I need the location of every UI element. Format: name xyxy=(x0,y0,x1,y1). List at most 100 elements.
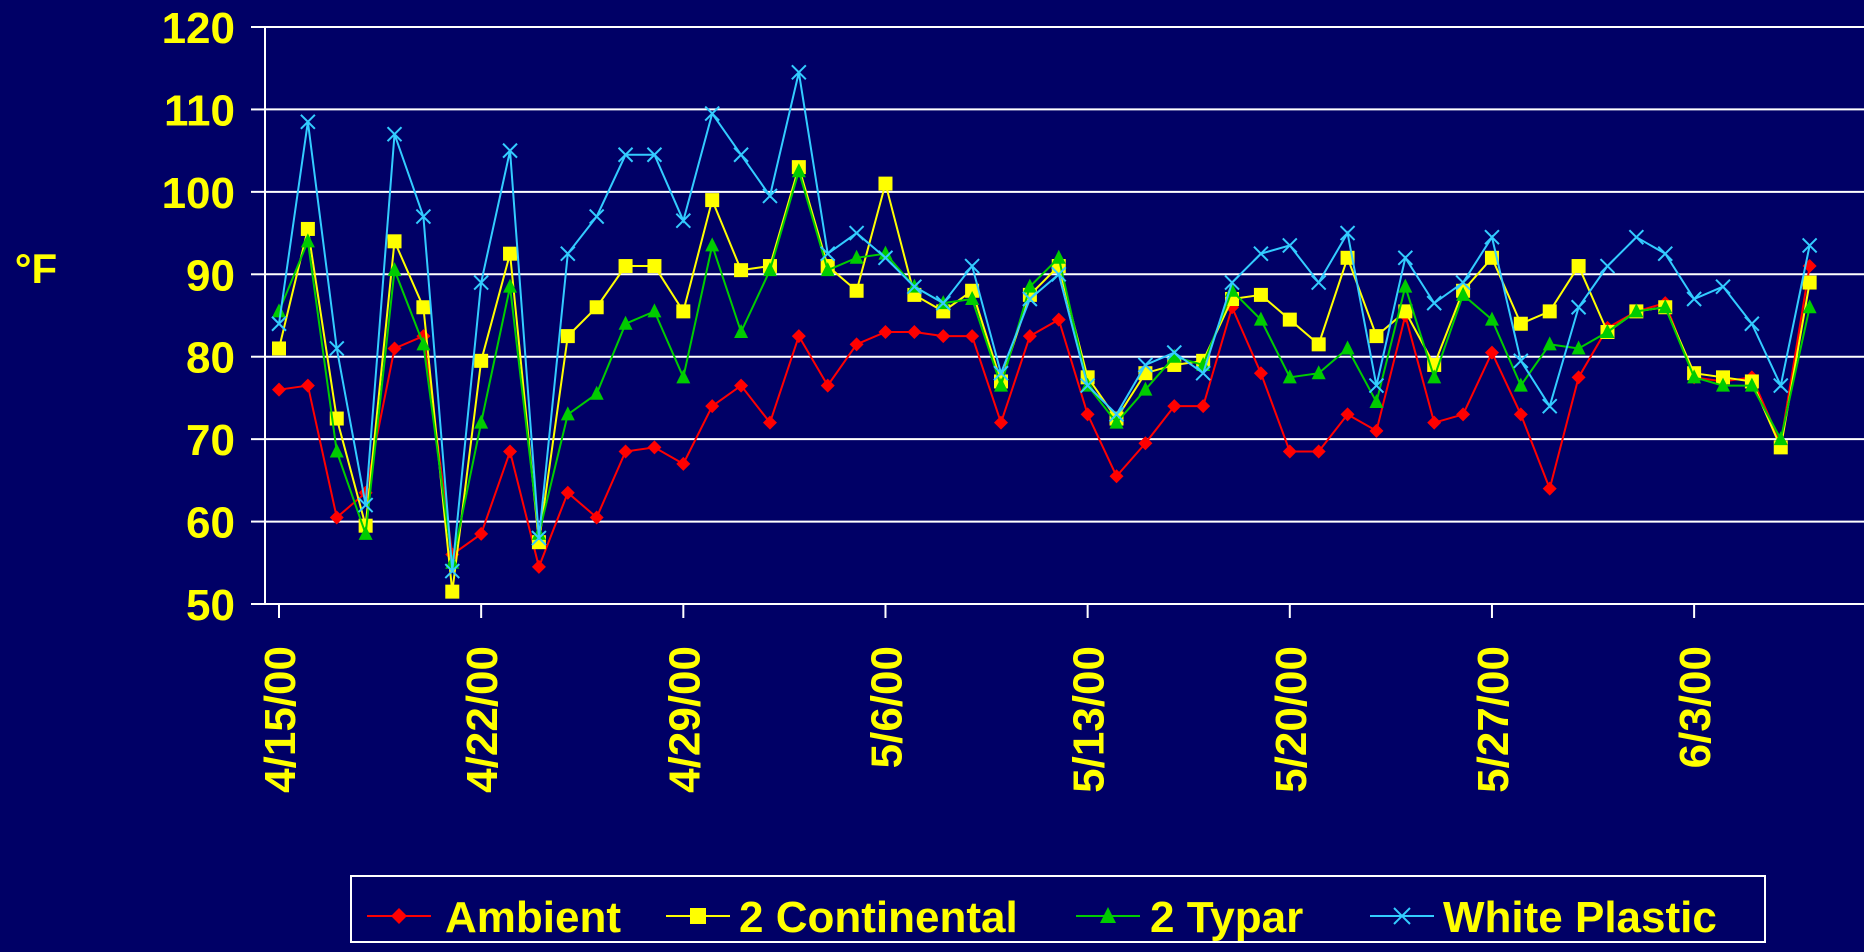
data-point-2-continental xyxy=(445,584,460,599)
y-tick-label: 100 xyxy=(162,169,235,218)
data-point-ambient xyxy=(1311,444,1326,459)
data-point-ambient xyxy=(618,444,633,459)
data-point-2-typar xyxy=(329,443,344,458)
data-point-2-typar xyxy=(358,525,373,540)
data-point-white-plastic xyxy=(993,365,1009,381)
data-point-white-plastic xyxy=(1513,353,1529,369)
data-point-ambient xyxy=(1427,415,1442,430)
data-point-white-plastic xyxy=(762,188,778,204)
data-point-ambient xyxy=(1571,370,1586,385)
data-point-2-typar xyxy=(1167,348,1182,363)
data-point-2-continental xyxy=(589,300,604,315)
data-point-2-typar xyxy=(1109,414,1124,429)
y-tick-label: 60 xyxy=(186,499,235,548)
x-tick-label: 5/20/00 xyxy=(1267,646,1316,793)
data-point-2-typar xyxy=(1022,278,1037,293)
data-point-ambient xyxy=(272,382,286,397)
data-point-ambient xyxy=(676,456,691,471)
data-point-white-plastic xyxy=(1310,274,1327,291)
data-point-ambient xyxy=(647,440,662,455)
data-point-2-typar xyxy=(734,323,749,338)
data-point-2-typar xyxy=(791,163,806,178)
data-point-white-plastic xyxy=(1079,377,1096,394)
data-point-white-plastic xyxy=(415,208,432,225)
data-point-2-typar xyxy=(1773,431,1788,446)
x-tick-label: 5/6/00 xyxy=(862,646,911,768)
data-point-2-typar xyxy=(1369,394,1384,409)
data-point-2-continental xyxy=(474,353,489,368)
y-tick-label: 90 xyxy=(186,251,235,300)
data-point-2-typar xyxy=(1340,340,1355,355)
data-point-white-plastic xyxy=(357,497,374,513)
data-point-2-typar xyxy=(676,369,691,384)
data-point-2-typar xyxy=(1629,303,1644,318)
series-lines xyxy=(271,64,1818,599)
data-point-ambient xyxy=(1282,444,1297,459)
data-point-white-plastic xyxy=(1051,266,1067,282)
data-point-2-typar xyxy=(618,315,633,330)
data-point-white-plastic xyxy=(271,316,287,332)
data-point-ambient xyxy=(329,510,344,525)
data-point-white-plastic xyxy=(1686,291,1702,307)
data-point-2-typar xyxy=(1802,299,1817,314)
legend-label-white-plastic: White Plastic xyxy=(1443,893,1717,942)
x-tick-label: 4/29/00 xyxy=(660,646,709,793)
data-point-2-typar xyxy=(1716,377,1730,392)
data-point-2-typar xyxy=(820,262,835,277)
data-point-ambient xyxy=(849,337,864,352)
x-tick-labels: 4/15/00 4/22/00 4/29/00 5/6/00 5/13/00 5/20/0… xyxy=(256,646,1720,793)
data-point-2-continental xyxy=(272,341,286,356)
series-line-2-typar xyxy=(278,167,1811,563)
data-point-2-typar xyxy=(762,262,777,277)
data-point-white-plastic xyxy=(704,105,720,122)
data-point-ambient xyxy=(1109,469,1124,484)
data-point-2-continental xyxy=(676,304,691,319)
series-line-white-plastic xyxy=(278,72,1811,572)
data-point-ambient xyxy=(994,415,1008,430)
data-point-2-typar xyxy=(1687,369,1702,384)
data-point-2-continental xyxy=(1398,304,1413,319)
data-point-2-typar xyxy=(1744,377,1759,392)
data-point-white-plastic xyxy=(1628,229,1645,245)
data-point-2-continental xyxy=(1571,259,1586,274)
data-point-ambient xyxy=(1340,407,1355,422)
data-point-white-plastic xyxy=(1397,250,1414,266)
data-point-white-plastic xyxy=(877,250,894,266)
y-tick-label: 110 xyxy=(164,86,235,135)
data-point-2-typar xyxy=(849,249,864,264)
data-point-ambient xyxy=(503,444,518,459)
data-point-white-plastic xyxy=(1282,237,1298,254)
data-point-white-plastic xyxy=(444,563,460,579)
data-point-ambient xyxy=(1484,345,1499,360)
x-tick-label: 6/3/00 xyxy=(1671,646,1720,768)
data-point-white-plastic xyxy=(531,530,547,546)
data-point-2-continental xyxy=(1282,312,1297,327)
y-tick-labels: 50 60 70 80 90 100 110 120 xyxy=(162,4,235,630)
data-point-ambient xyxy=(589,510,604,525)
data-point-ambient xyxy=(300,378,315,393)
data-point-white-plastic xyxy=(1253,245,1269,262)
data-point-ambient xyxy=(1196,399,1211,414)
data-point-white-plastic xyxy=(820,245,836,262)
data-point-2-typar xyxy=(1513,377,1528,392)
data-point-ambient xyxy=(1080,407,1095,422)
data-point-2-typar xyxy=(1542,336,1557,351)
legend-label-2-continental: 2 Continental xyxy=(739,893,1018,942)
data-point-2-continental xyxy=(300,221,315,236)
data-point-2-typar xyxy=(1253,311,1268,326)
data-point-white-plastic xyxy=(1455,274,1471,291)
data-point-white-plastic xyxy=(646,147,663,163)
data-point-white-plastic xyxy=(1195,365,1211,381)
legend-label-ambient: Ambient xyxy=(445,893,621,942)
data-point-ambient xyxy=(965,329,980,344)
legend: Ambient 2 Continental 2 Typar White Plastic xyxy=(350,875,1766,943)
data-point-white-plastic xyxy=(906,278,923,295)
y-tick-label: 120 xyxy=(162,4,235,53)
data-point-white-plastic xyxy=(1657,245,1673,262)
data-point-2-typar xyxy=(1600,323,1615,338)
data-point-2-typar xyxy=(300,233,315,248)
data-point-2-typar xyxy=(647,303,662,318)
legend-marker-white-plastic xyxy=(1393,907,1411,925)
x-tick-label: 5/27/00 xyxy=(1469,646,1518,793)
data-point-2-continental xyxy=(705,193,720,208)
